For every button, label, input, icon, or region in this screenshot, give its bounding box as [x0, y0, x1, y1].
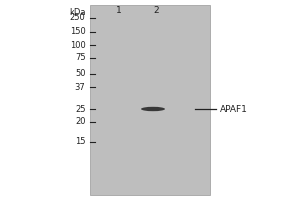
- Text: 25: 25: [75, 105, 86, 114]
- Text: 75: 75: [75, 53, 86, 62]
- Text: kDa: kDa: [69, 8, 85, 17]
- Text: 150: 150: [70, 27, 86, 36]
- Text: 20: 20: [75, 117, 86, 127]
- Text: APAF1: APAF1: [220, 105, 248, 114]
- Text: 50: 50: [75, 70, 86, 78]
- Text: 37: 37: [75, 82, 86, 92]
- Text: 15: 15: [75, 138, 86, 146]
- Text: 1: 1: [116, 6, 122, 15]
- Bar: [90, 5, 210, 195]
- Text: 100: 100: [70, 40, 86, 49]
- Text: 250: 250: [70, 14, 86, 22]
- Text: 2: 2: [153, 6, 159, 15]
- Ellipse shape: [141, 107, 165, 111]
